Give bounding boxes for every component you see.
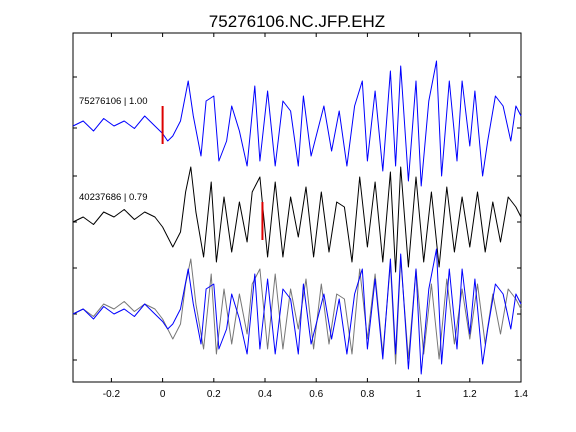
trace-line-1	[72, 166, 522, 273]
trace-label-0: 75276106 | 1.00	[79, 96, 148, 107]
trace-line-0	[72, 60, 522, 187]
x-tick-label: 0.6	[309, 389, 323, 400]
x-tick-label: 0	[160, 389, 166, 400]
x-tick-label: 0.8	[360, 389, 374, 400]
plot-frame	[72, 32, 522, 383]
x-tick-label: -0.2	[103, 389, 121, 400]
chart-title: 75276106.NC.JFP.EHZ	[209, 12, 385, 31]
x-tick-label: 1.4	[514, 389, 528, 400]
traces-group	[72, 60, 522, 375]
trace-labels: 75276106 | 1.00 40237686 | 0.79	[79, 96, 148, 203]
overlay-trace-line-0	[72, 248, 522, 375]
trace-label-1: 40237686 | 0.79	[79, 192, 148, 203]
x-tick-label: 0.2	[207, 389, 221, 400]
x-tick-label: 1.2	[463, 389, 477, 400]
x-tick-label: 1	[416, 389, 422, 400]
pick-markers	[161, 106, 264, 240]
y-axis-ticks	[73, 76, 521, 361]
x-tick-label: 0.4	[258, 389, 272, 400]
x-axis: -0.2 0 0.2 0.4 0.6 0.8 1 1.2 1.4	[103, 33, 528, 400]
